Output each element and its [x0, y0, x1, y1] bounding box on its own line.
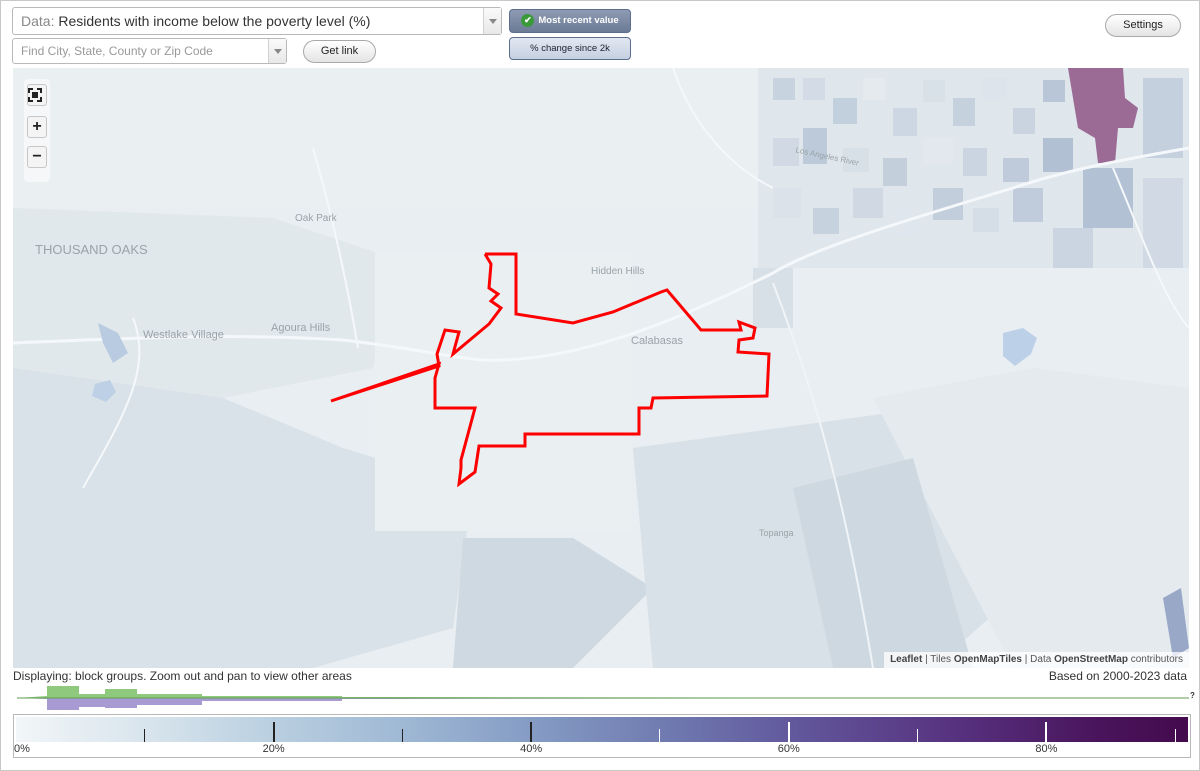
distribution-histogram [17, 686, 1189, 710]
water-bodies [92, 323, 1037, 402]
map-view[interactable]: THOUSAND OAKS Oak Park Westlake Village … [13, 68, 1189, 668]
road [82, 317, 141, 489]
legend-minor-tick [144, 729, 146, 742]
data-prefix: Data [1030, 654, 1052, 665]
check-icon: ✔ [521, 13, 535, 27]
openstreetmap-link[interactable]: OpenStreetMap [1054, 654, 1128, 665]
chevron-down-icon[interactable] [483, 8, 501, 34]
legend-major-tick [787, 722, 790, 742]
legend-tick-label: 0% [14, 743, 30, 755]
openmaptiles-link[interactable]: OpenMapTiles [953, 654, 1022, 665]
road [312, 147, 359, 349]
color-legend: 0% 20% 40% 60% 80% [13, 714, 1191, 758]
selected-city-boundary [330, 252, 771, 488]
map-label-calabasas: Calabasas [631, 335, 683, 347]
legend-minor-tick [401, 729, 403, 742]
road [672, 68, 774, 189]
settings-button[interactable]: Settings [1105, 14, 1181, 37]
legend-minor-tick [659, 729, 661, 742]
histogram-help[interactable]: ? [1190, 691, 1195, 700]
map-label-topanga: Topanga [759, 528, 794, 538]
zoom-out-button[interactable]: − [27, 146, 47, 168]
get-link-button[interactable]: Get link [303, 40, 376, 63]
map-label-westlake-village: Westlake Village [143, 329, 224, 341]
legend-minor-tick [1174, 729, 1176, 742]
freeway-road [13, 146, 1189, 362]
map-label-thousand-oaks: THOUSAND OAKS [35, 242, 148, 257]
contributors-text: contributors [1130, 654, 1183, 665]
most-recent-value-button[interactable]: ✔ Most recent value [509, 9, 631, 33]
data-variable-select[interactable]: Data: Residents with income below the po… [12, 7, 502, 35]
legend-tick-label: 60% [777, 743, 800, 755]
most-recent-value-label: Most recent value [538, 15, 619, 26]
legend-gradient [16, 717, 1188, 742]
zoom-control: + − [24, 79, 50, 182]
map-label-hidden-hills: Hidden Hills [591, 266, 645, 277]
legend-major-tick [272, 722, 275, 742]
tiles-prefix: Tiles [930, 654, 952, 665]
legend-minor-tick [917, 729, 919, 742]
data-select-prefix: Data: [21, 13, 55, 29]
leaflet-link[interactable]: Leaflet [890, 654, 923, 665]
legend-major-tick [530, 722, 533, 742]
legend-major-tick [1045, 722, 1048, 742]
road [772, 282, 874, 668]
legend-tick-label: 40% [520, 743, 543, 755]
zoom-in-button[interactable]: + [27, 116, 47, 138]
map-label-agoura-hills: Agoura Hills [271, 322, 331, 334]
location-search-placeholder: Find City, State, County or Zip Code [21, 44, 213, 58]
chevron-down-icon[interactable] [268, 39, 286, 63]
legend-tick-label: 80% [1035, 743, 1058, 755]
map-label-oak-park: Oak Park [295, 213, 337, 224]
road [1112, 167, 1189, 329]
high-poverty-area [1068, 68, 1138, 163]
location-search-combo[interactable]: Find City, State, County or Zip Code [12, 38, 287, 64]
map-tiles [13, 68, 1189, 668]
display-status-text: Displaying: block groups. Zoom out and p… [13, 669, 352, 683]
fullscreen-icon[interactable] [27, 84, 47, 106]
map-attribution: Leaflet | Tiles OpenMapTiles | Data Open… [884, 652, 1189, 668]
percent-change-button[interactable]: % change since 2k [509, 37, 631, 60]
data-years-text: Based on 2000-2023 data [1048, 669, 1187, 683]
data-select-value: Residents with income below the poverty … [58, 13, 371, 29]
legend-tick-label: 20% [262, 743, 285, 755]
